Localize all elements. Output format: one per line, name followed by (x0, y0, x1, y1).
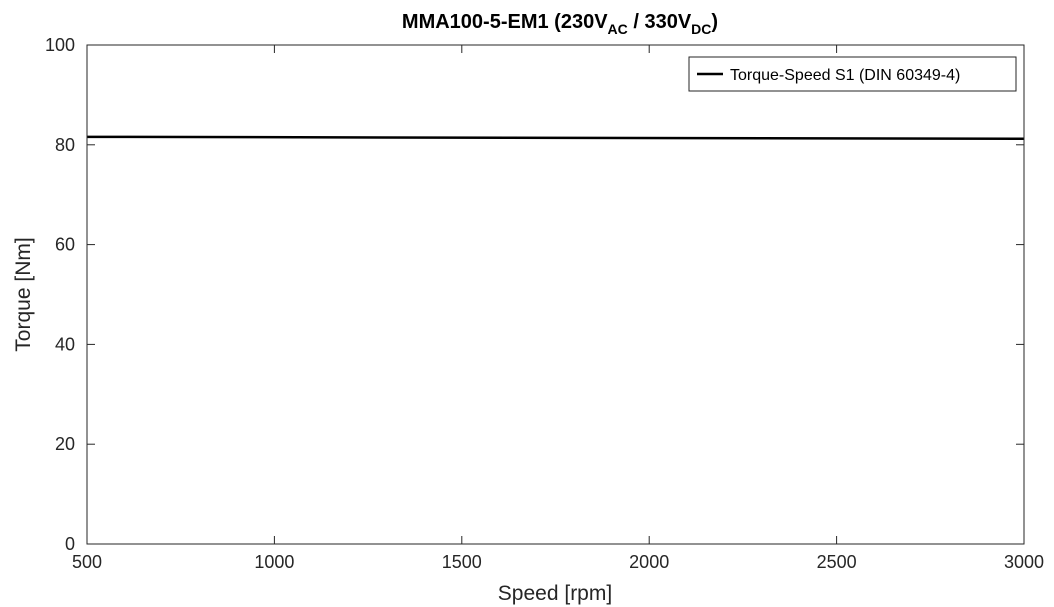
chart-title: MMA100-5-EM1 (230VAC / 330VDC) (402, 11, 718, 37)
x-axis-label: Speed [rpm] (498, 582, 612, 605)
x-tick-label: 3000 (1004, 552, 1044, 572)
x-tick-label: 2000 (629, 552, 669, 572)
x-tick-label: 2500 (817, 552, 857, 572)
y-tick-label: 80 (55, 135, 75, 155)
y-axis-label: Torque [Nm] (12, 237, 35, 351)
plot-area (87, 45, 1024, 544)
x-tick-label: 1500 (442, 552, 482, 572)
legend-entry: Torque-Speed S1 (DIN 60349-4) (730, 67, 960, 84)
legend: Torque-Speed S1 (DIN 60349-4) (688, 56, 1017, 92)
series-line-0 (86, 135, 1025, 141)
x-tick-label: 500 (72, 552, 102, 572)
y-tick-label: 40 (55, 334, 75, 354)
legend-box (688, 56, 1017, 92)
y-tick-label: 0 (65, 534, 75, 554)
y-tick-label: 20 (55, 434, 75, 454)
series-layer (86, 135, 1025, 141)
y-tick-label: 60 (55, 235, 75, 255)
x-tick-label: 1000 (254, 552, 294, 572)
plot-border (86, 44, 1025, 545)
y-tick-label: 100 (45, 35, 75, 55)
